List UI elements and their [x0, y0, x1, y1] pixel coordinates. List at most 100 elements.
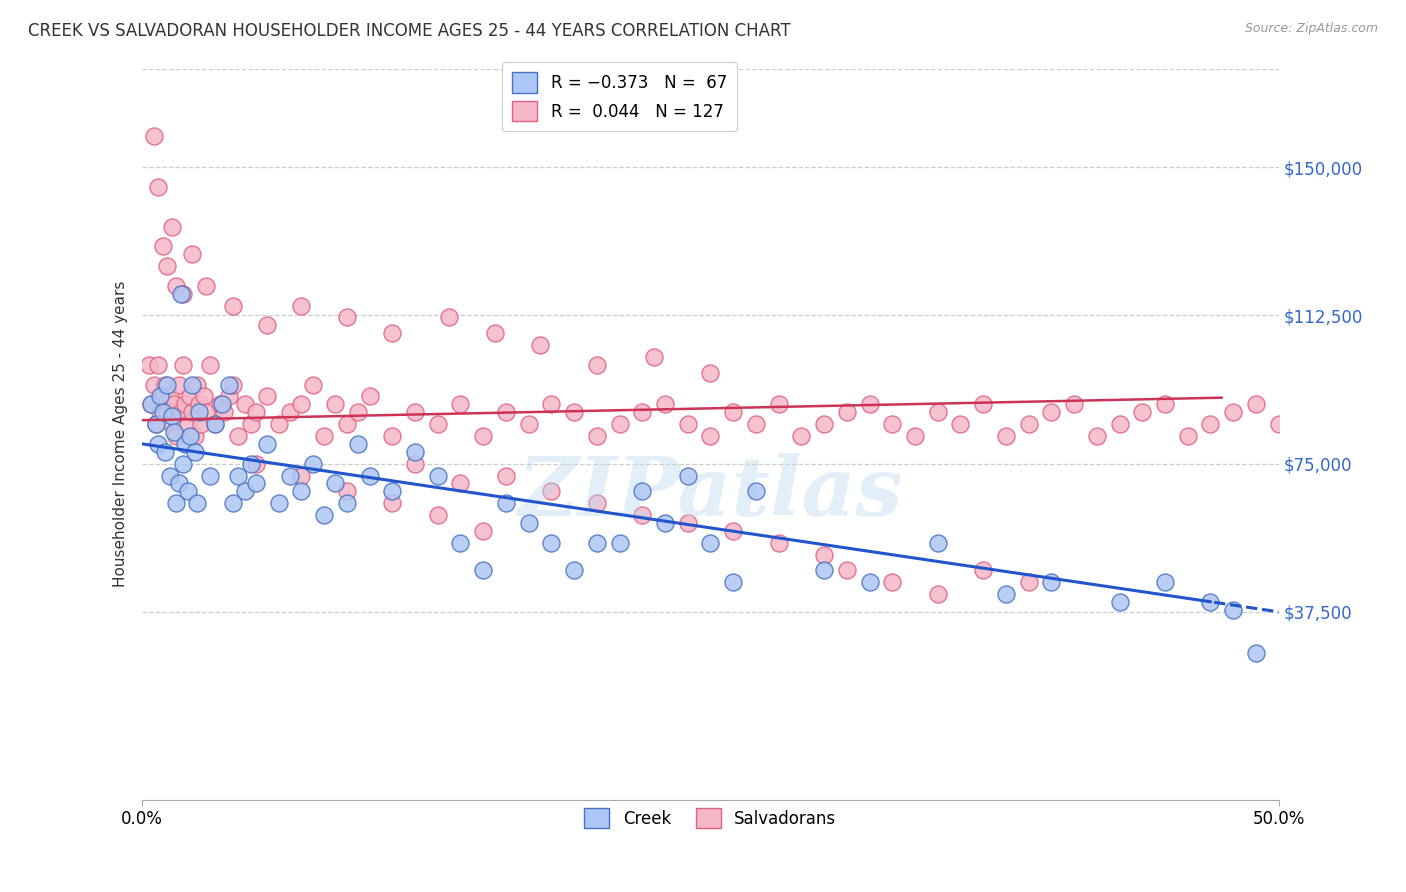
Point	[927, 535, 949, 549]
Point	[148, 437, 170, 451]
Point	[484, 326, 506, 341]
Point	[211, 397, 233, 411]
Point	[347, 405, 370, 419]
Point	[160, 417, 183, 431]
Point	[148, 180, 170, 194]
Point	[381, 496, 404, 510]
Point	[194, 278, 217, 293]
Point	[314, 429, 336, 443]
Point	[172, 286, 194, 301]
Point	[450, 535, 472, 549]
Point	[426, 468, 449, 483]
Point	[141, 397, 163, 411]
Point	[1244, 646, 1267, 660]
Point	[540, 484, 562, 499]
Point	[994, 429, 1017, 443]
Point	[290, 468, 312, 483]
Point	[194, 405, 217, 419]
Point	[359, 468, 381, 483]
Point	[222, 299, 245, 313]
Point	[1108, 595, 1130, 609]
Point	[314, 508, 336, 522]
Point	[200, 358, 222, 372]
Point	[972, 397, 994, 411]
Point	[167, 476, 190, 491]
Point	[1154, 575, 1177, 590]
Point	[290, 397, 312, 411]
Point	[233, 397, 256, 411]
Point	[609, 535, 631, 549]
Point	[240, 417, 263, 431]
Point	[145, 417, 167, 431]
Point	[813, 548, 835, 562]
Point	[585, 358, 607, 372]
Point	[381, 429, 404, 443]
Point	[200, 468, 222, 483]
Point	[142, 377, 165, 392]
Point	[226, 468, 249, 483]
Point	[256, 437, 278, 451]
Point	[529, 338, 551, 352]
Point	[643, 350, 665, 364]
Point	[325, 476, 347, 491]
Point	[835, 405, 858, 419]
Point	[170, 286, 193, 301]
Point	[172, 457, 194, 471]
Point	[170, 405, 193, 419]
Point	[1018, 575, 1040, 590]
Text: Source: ZipAtlas.com: Source: ZipAtlas.com	[1244, 22, 1378, 36]
Point	[325, 397, 347, 411]
Point	[204, 417, 226, 431]
Point	[1222, 405, 1244, 419]
Point	[813, 417, 835, 431]
Point	[1018, 417, 1040, 431]
Point	[347, 437, 370, 451]
Point	[721, 524, 744, 538]
Point	[278, 405, 301, 419]
Point	[540, 535, 562, 549]
Point	[517, 516, 540, 530]
Point	[142, 128, 165, 143]
Point	[472, 563, 495, 577]
Point	[699, 535, 721, 549]
Point	[172, 358, 194, 372]
Point	[745, 417, 768, 431]
Point	[858, 575, 880, 590]
Point	[540, 397, 562, 411]
Point	[290, 299, 312, 313]
Point	[721, 405, 744, 419]
Point	[177, 484, 200, 499]
Point	[138, 358, 160, 372]
Point	[179, 429, 201, 443]
Point	[517, 417, 540, 431]
Point	[181, 377, 204, 392]
Point	[927, 587, 949, 601]
Point	[188, 397, 211, 411]
Point	[381, 326, 404, 341]
Point	[495, 468, 517, 483]
Point	[174, 437, 197, 451]
Point	[585, 496, 607, 510]
Point	[153, 445, 176, 459]
Point	[218, 377, 240, 392]
Point	[256, 389, 278, 403]
Point	[1199, 595, 1222, 609]
Point	[148, 358, 170, 372]
Point	[290, 484, 312, 499]
Point	[359, 389, 381, 403]
Point	[163, 425, 186, 439]
Point	[179, 389, 201, 403]
Point	[858, 397, 880, 411]
Point	[145, 417, 167, 431]
Point	[426, 508, 449, 522]
Point	[768, 397, 790, 411]
Point	[167, 377, 190, 392]
Point	[1177, 429, 1199, 443]
Point	[1108, 417, 1130, 431]
Point	[609, 417, 631, 431]
Point	[186, 377, 208, 392]
Point	[188, 405, 211, 419]
Point	[160, 219, 183, 234]
Point	[585, 429, 607, 443]
Point	[768, 535, 790, 549]
